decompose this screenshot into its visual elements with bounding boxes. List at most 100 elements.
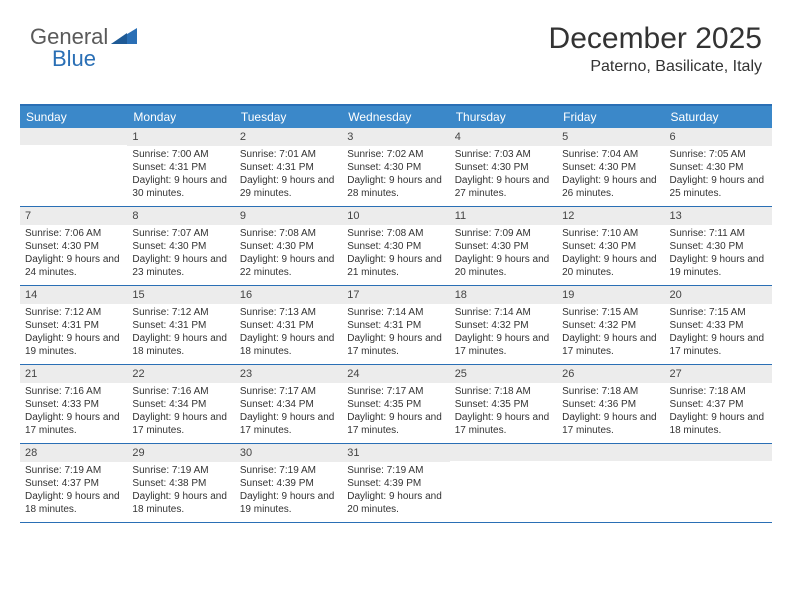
- day-number: 20: [665, 286, 772, 304]
- sunset-text: Sunset: 4:30 PM: [240, 240, 337, 253]
- sunrise-text: Sunrise: 7:19 AM: [347, 464, 444, 477]
- daylight-text: Daylight: 9 hours and 20 minutes.: [562, 253, 659, 279]
- day-number: 21: [20, 365, 127, 383]
- daylight-text: Daylight: 9 hours and 17 minutes.: [132, 411, 229, 437]
- calendar-cell: 15Sunrise: 7:12 AMSunset: 4:31 PMDayligh…: [127, 286, 234, 364]
- cell-body: Sunrise: 7:16 AMSunset: 4:33 PMDaylight:…: [20, 383, 127, 441]
- sunset-text: Sunset: 4:33 PM: [670, 319, 767, 332]
- sunrise-text: Sunrise: 7:07 AM: [132, 227, 229, 240]
- sunset-text: Sunset: 4:30 PM: [562, 161, 659, 174]
- cell-body: Sunrise: 7:15 AMSunset: 4:32 PMDaylight:…: [557, 304, 664, 362]
- calendar-cell: 9Sunrise: 7:08 AMSunset: 4:30 PMDaylight…: [235, 207, 342, 285]
- sunrise-text: Sunrise: 7:12 AM: [25, 306, 122, 319]
- calendar-cell: 14Sunrise: 7:12 AMSunset: 4:31 PMDayligh…: [20, 286, 127, 364]
- cell-body: Sunrise: 7:01 AMSunset: 4:31 PMDaylight:…: [235, 146, 342, 204]
- daylight-text: Daylight: 9 hours and 18 minutes.: [132, 332, 229, 358]
- sunset-text: Sunset: 4:38 PM: [132, 477, 229, 490]
- day-number: 3: [342, 128, 449, 146]
- sunset-text: Sunset: 4:30 PM: [455, 240, 552, 253]
- cell-body: Sunrise: 7:13 AMSunset: 4:31 PMDaylight:…: [235, 304, 342, 362]
- cell-body: Sunrise: 7:18 AMSunset: 4:36 PMDaylight:…: [557, 383, 664, 441]
- cell-body: Sunrise: 7:00 AMSunset: 4:31 PMDaylight:…: [127, 146, 234, 204]
- sunset-text: Sunset: 4:31 PM: [240, 161, 337, 174]
- cell-body: Sunrise: 7:10 AMSunset: 4:30 PMDaylight:…: [557, 225, 664, 283]
- calendar-cell: 22Sunrise: 7:16 AMSunset: 4:34 PMDayligh…: [127, 365, 234, 443]
- daylight-text: Daylight: 9 hours and 30 minutes.: [132, 174, 229, 200]
- cell-body: Sunrise: 7:14 AMSunset: 4:31 PMDaylight:…: [342, 304, 449, 362]
- sunset-text: Sunset: 4:33 PM: [25, 398, 122, 411]
- daylight-text: Daylight: 9 hours and 17 minutes.: [240, 411, 337, 437]
- sunset-text: Sunset: 4:30 PM: [347, 161, 444, 174]
- daylight-text: Daylight: 9 hours and 22 minutes.: [240, 253, 337, 279]
- sunset-text: Sunset: 4:30 PM: [455, 161, 552, 174]
- cell-body: Sunrise: 7:06 AMSunset: 4:30 PMDaylight:…: [20, 225, 127, 283]
- day-number: 26: [557, 365, 664, 383]
- day-number: 2: [235, 128, 342, 146]
- calendar-cell: 6Sunrise: 7:05 AMSunset: 4:30 PMDaylight…: [665, 128, 772, 206]
- calendar-cell: [557, 444, 664, 522]
- daylight-text: Daylight: 9 hours and 20 minutes.: [455, 253, 552, 279]
- daylight-text: Daylight: 9 hours and 21 minutes.: [347, 253, 444, 279]
- sunset-text: Sunset: 4:30 PM: [132, 240, 229, 253]
- day-header: Thursday: [450, 106, 557, 128]
- cell-body: Sunrise: 7:11 AMSunset: 4:30 PMDaylight:…: [665, 225, 772, 283]
- sunset-text: Sunset: 4:30 PM: [562, 240, 659, 253]
- daylight-text: Daylight: 9 hours and 20 minutes.: [347, 490, 444, 516]
- daylight-text: Daylight: 9 hours and 18 minutes.: [240, 332, 337, 358]
- sunset-text: Sunset: 4:31 PM: [25, 319, 122, 332]
- sunrise-text: Sunrise: 7:02 AM: [347, 148, 444, 161]
- daylight-text: Daylight: 9 hours and 19 minutes.: [240, 490, 337, 516]
- calendar-cell: 1Sunrise: 7:00 AMSunset: 4:31 PMDaylight…: [127, 128, 234, 206]
- cell-body: Sunrise: 7:12 AMSunset: 4:31 PMDaylight:…: [127, 304, 234, 362]
- day-number: 4: [450, 128, 557, 146]
- cell-body: Sunrise: 7:04 AMSunset: 4:30 PMDaylight:…: [557, 146, 664, 204]
- sunset-text: Sunset: 4:39 PM: [240, 477, 337, 490]
- cell-body: Sunrise: 7:05 AMSunset: 4:30 PMDaylight:…: [665, 146, 772, 204]
- sunrise-text: Sunrise: 7:11 AM: [670, 227, 767, 240]
- calendar-cell: 27Sunrise: 7:18 AMSunset: 4:37 PMDayligh…: [665, 365, 772, 443]
- week-row: 7Sunrise: 7:06 AMSunset: 4:30 PMDaylight…: [20, 207, 772, 286]
- calendar: SundayMondayTuesdayWednesdayThursdayFrid…: [20, 104, 772, 523]
- daylight-text: Daylight: 9 hours and 17 minutes.: [670, 332, 767, 358]
- sunrise-text: Sunrise: 7:01 AM: [240, 148, 337, 161]
- sunrise-text: Sunrise: 7:12 AM: [132, 306, 229, 319]
- cell-body: Sunrise: 7:17 AMSunset: 4:35 PMDaylight:…: [342, 383, 449, 441]
- sunrise-text: Sunrise: 7:14 AM: [347, 306, 444, 319]
- day-number: 30: [235, 444, 342, 462]
- sunrise-text: Sunrise: 7:10 AM: [562, 227, 659, 240]
- day-number: [20, 128, 127, 145]
- daylight-text: Daylight: 9 hours and 27 minutes.: [455, 174, 552, 200]
- sunrise-text: Sunrise: 7:14 AM: [455, 306, 552, 319]
- day-number: 31: [342, 444, 449, 462]
- daylight-text: Daylight: 9 hours and 26 minutes.: [562, 174, 659, 200]
- daylight-text: Daylight: 9 hours and 17 minutes.: [455, 411, 552, 437]
- calendar-cell: 29Sunrise: 7:19 AMSunset: 4:38 PMDayligh…: [127, 444, 234, 522]
- week-row: 21Sunrise: 7:16 AMSunset: 4:33 PMDayligh…: [20, 365, 772, 444]
- calendar-cell: 28Sunrise: 7:19 AMSunset: 4:37 PMDayligh…: [20, 444, 127, 522]
- calendar-cell: 11Sunrise: 7:09 AMSunset: 4:30 PMDayligh…: [450, 207, 557, 285]
- sunset-text: Sunset: 4:31 PM: [240, 319, 337, 332]
- cell-body: Sunrise: 7:14 AMSunset: 4:32 PMDaylight:…: [450, 304, 557, 362]
- daylight-text: Daylight: 9 hours and 28 minutes.: [347, 174, 444, 200]
- sunrise-text: Sunrise: 7:08 AM: [347, 227, 444, 240]
- sunrise-text: Sunrise: 7:19 AM: [132, 464, 229, 477]
- cell-body: Sunrise: 7:16 AMSunset: 4:34 PMDaylight:…: [127, 383, 234, 441]
- sunrise-text: Sunrise: 7:16 AM: [25, 385, 122, 398]
- day-number: 5: [557, 128, 664, 146]
- logo-triangle-icon: [111, 26, 137, 49]
- sunset-text: Sunset: 4:32 PM: [455, 319, 552, 332]
- daylight-text: Daylight: 9 hours and 17 minutes.: [347, 332, 444, 358]
- week-row: 1Sunrise: 7:00 AMSunset: 4:31 PMDaylight…: [20, 128, 772, 207]
- day-number: 8: [127, 207, 234, 225]
- cell-body: Sunrise: 7:18 AMSunset: 4:35 PMDaylight:…: [450, 383, 557, 441]
- cell-body: Sunrise: 7:19 AMSunset: 4:38 PMDaylight:…: [127, 462, 234, 520]
- cell-body: Sunrise: 7:09 AMSunset: 4:30 PMDaylight:…: [450, 225, 557, 283]
- sunrise-text: Sunrise: 7:16 AM: [132, 385, 229, 398]
- cell-body: Sunrise: 7:19 AMSunset: 4:37 PMDaylight:…: [20, 462, 127, 520]
- daylight-text: Daylight: 9 hours and 17 minutes.: [562, 332, 659, 358]
- calendar-cell: 31Sunrise: 7:19 AMSunset: 4:39 PMDayligh…: [342, 444, 449, 522]
- day-number: 24: [342, 365, 449, 383]
- cell-body: Sunrise: 7:08 AMSunset: 4:30 PMDaylight:…: [235, 225, 342, 283]
- daylight-text: Daylight: 9 hours and 18 minutes.: [132, 490, 229, 516]
- cell-body: Sunrise: 7:15 AMSunset: 4:33 PMDaylight:…: [665, 304, 772, 362]
